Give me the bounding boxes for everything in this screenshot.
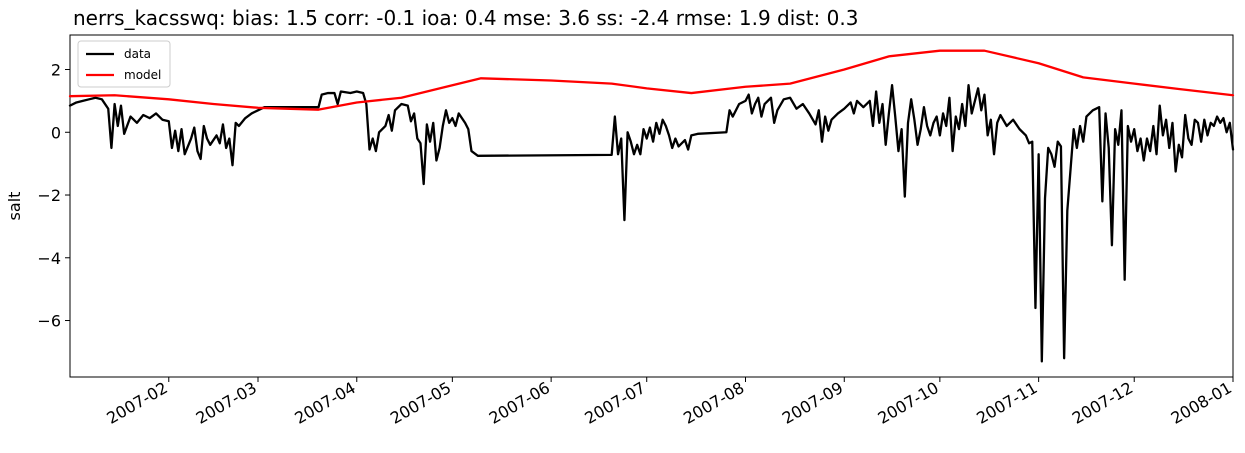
x-tick-label: 2007-03: [193, 378, 260, 428]
x-tick-label: 2007-07: [581, 378, 648, 428]
x-tick-label: 2007-10: [874, 378, 941, 428]
x-tick-label: 2007-02: [103, 378, 170, 428]
y-axis: 2 0 −2 −4 −6: [37, 61, 70, 331]
series-layer: [68, 49, 1235, 363]
plot-frame: [69, 34, 1234, 378]
x-tick-label: 2007-09: [779, 378, 846, 428]
x-tick-label: 2007-06: [486, 378, 553, 428]
x-tick-label: 2007-04: [291, 378, 358, 428]
y-axis-label: salt: [5, 192, 24, 221]
x-tick-label: 2008-01: [1168, 378, 1235, 428]
x-tick-label: 2007-11: [973, 378, 1040, 428]
plot-area: [69, 34, 1234, 378]
y-tick-label: 2: [51, 61, 61, 80]
x-tick-label: 2007-08: [680, 378, 747, 428]
legend-label-model: model: [124, 68, 161, 82]
x-tick-label: 2007-12: [1069, 378, 1136, 428]
y-tick-label: −4: [37, 249, 61, 268]
y-tick-label: −6: [37, 312, 61, 331]
x-axis: 2007-02 2007-03 2007-04 2007-05 2007-06 2007-…: [103, 377, 1235, 428]
legend-label-data: data: [124, 47, 151, 61]
y-tick-label: 0: [51, 123, 61, 142]
chart-title: nerrs_kacsswq: bias: 1.5 corr: -0.1 ioa:…: [73, 6, 858, 30]
x-tick-label: 2007-05: [387, 378, 454, 428]
series-line-model: [68, 49, 1235, 111]
legend: data model: [77, 40, 171, 88]
y-tick-label: −2: [37, 186, 61, 205]
series-line-data: [68, 84, 1235, 363]
